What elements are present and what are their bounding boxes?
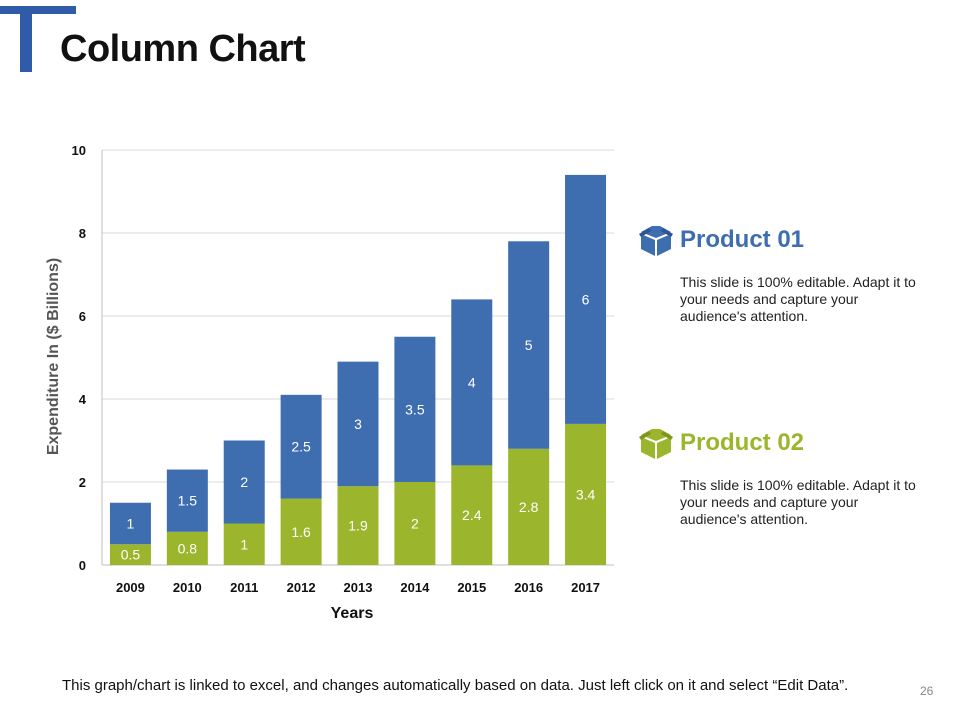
corner-bracket-decoration — [0, 6, 76, 72]
legend-product-01: Product 01 This slide is 100% editable. … — [638, 222, 928, 325]
data-label: 1.9 — [348, 518, 368, 534]
page-number: 26 — [920, 684, 934, 698]
x-tick-label: 2016 — [514, 580, 543, 595]
y-tick-label: 8 — [79, 226, 86, 241]
data-label: 2 — [411, 516, 419, 532]
box-icon — [639, 226, 673, 256]
y-tick-label: 0 — [79, 558, 86, 573]
data-label: 2.8 — [519, 499, 539, 515]
bar-product-02[interactable] — [280, 498, 322, 565]
bar-product-01[interactable] — [109, 502, 151, 545]
bar-product-01[interactable] — [451, 299, 493, 466]
legend-label: Product 02 — [680, 429, 805, 456]
y-tick-label: 10 — [72, 143, 86, 158]
data-label: 0.5 — [121, 547, 141, 563]
bar-product-01[interactable] — [337, 361, 379, 487]
x-tick-label: 2015 — [457, 580, 486, 595]
data-label: 6 — [582, 291, 590, 307]
bar-product-01[interactable] — [394, 336, 436, 482]
bar-product-02[interactable] — [337, 486, 379, 565]
footer-note: This graph/chart is linked to excel, and… — [62, 677, 849, 694]
bar-product-01[interactable] — [223, 440, 265, 524]
x-tick-label: 2017 — [571, 580, 600, 595]
bar-product-01[interactable] — [280, 394, 322, 499]
x-tick-label: 2010 — [173, 580, 202, 595]
data-label: 1 — [240, 536, 248, 552]
bar-product-02[interactable] — [166, 531, 208, 565]
bar-product-01[interactable] — [166, 469, 208, 532]
data-label: 2.5 — [291, 439, 311, 455]
data-label: 2 — [240, 474, 248, 490]
data-label: 0.8 — [178, 540, 198, 556]
bar-product-02[interactable] — [223, 523, 265, 566]
data-label: 1.5 — [178, 493, 198, 509]
x-tick-label: 2009 — [116, 580, 145, 595]
legend-description: This slide is 100% editable. Adapt it to… — [680, 274, 916, 324]
data-label: 5 — [525, 337, 533, 353]
y-axis-title: Expenditure In ($ Billions) — [45, 258, 62, 455]
bar-product-02[interactable] — [394, 482, 436, 565]
x-axis-title: Years — [331, 605, 374, 622]
bar-product-02[interactable] — [565, 423, 607, 565]
y-tick-label: 2 — [79, 475, 86, 490]
bar-product-02[interactable] — [508, 448, 550, 565]
data-label: 1.6 — [291, 524, 311, 540]
bar-product-02[interactable] — [451, 465, 493, 565]
legend-label: Product 01 — [680, 226, 805, 253]
slide-title: Column Chart — [60, 28, 306, 70]
data-label: 2.4 — [462, 507, 482, 523]
data-label: 4 — [468, 374, 476, 390]
bar-product-02[interactable] — [109, 544, 151, 565]
y-tick-label: 4 — [79, 392, 87, 407]
x-tick-label: 2014 — [400, 580, 430, 595]
data-label: 3 — [354, 416, 362, 432]
legend-product-02: Product 02 This slide is 100% editable. … — [638, 425, 928, 528]
x-tick-label: 2013 — [344, 580, 373, 595]
y-tick-label: 6 — [79, 309, 86, 324]
box-icon — [639, 429, 673, 459]
bar-product-01[interactable] — [565, 174, 607, 424]
data-label: 3.4 — [576, 486, 596, 502]
data-label: 3.5 — [405, 401, 425, 417]
data-label: 1 — [127, 516, 135, 532]
legend-description: This slide is 100% editable. Adapt it to… — [680, 477, 916, 527]
x-tick-label: 2012 — [287, 580, 316, 595]
x-tick-label: 2011 — [230, 580, 258, 595]
bar-product-01[interactable] — [508, 241, 550, 449]
